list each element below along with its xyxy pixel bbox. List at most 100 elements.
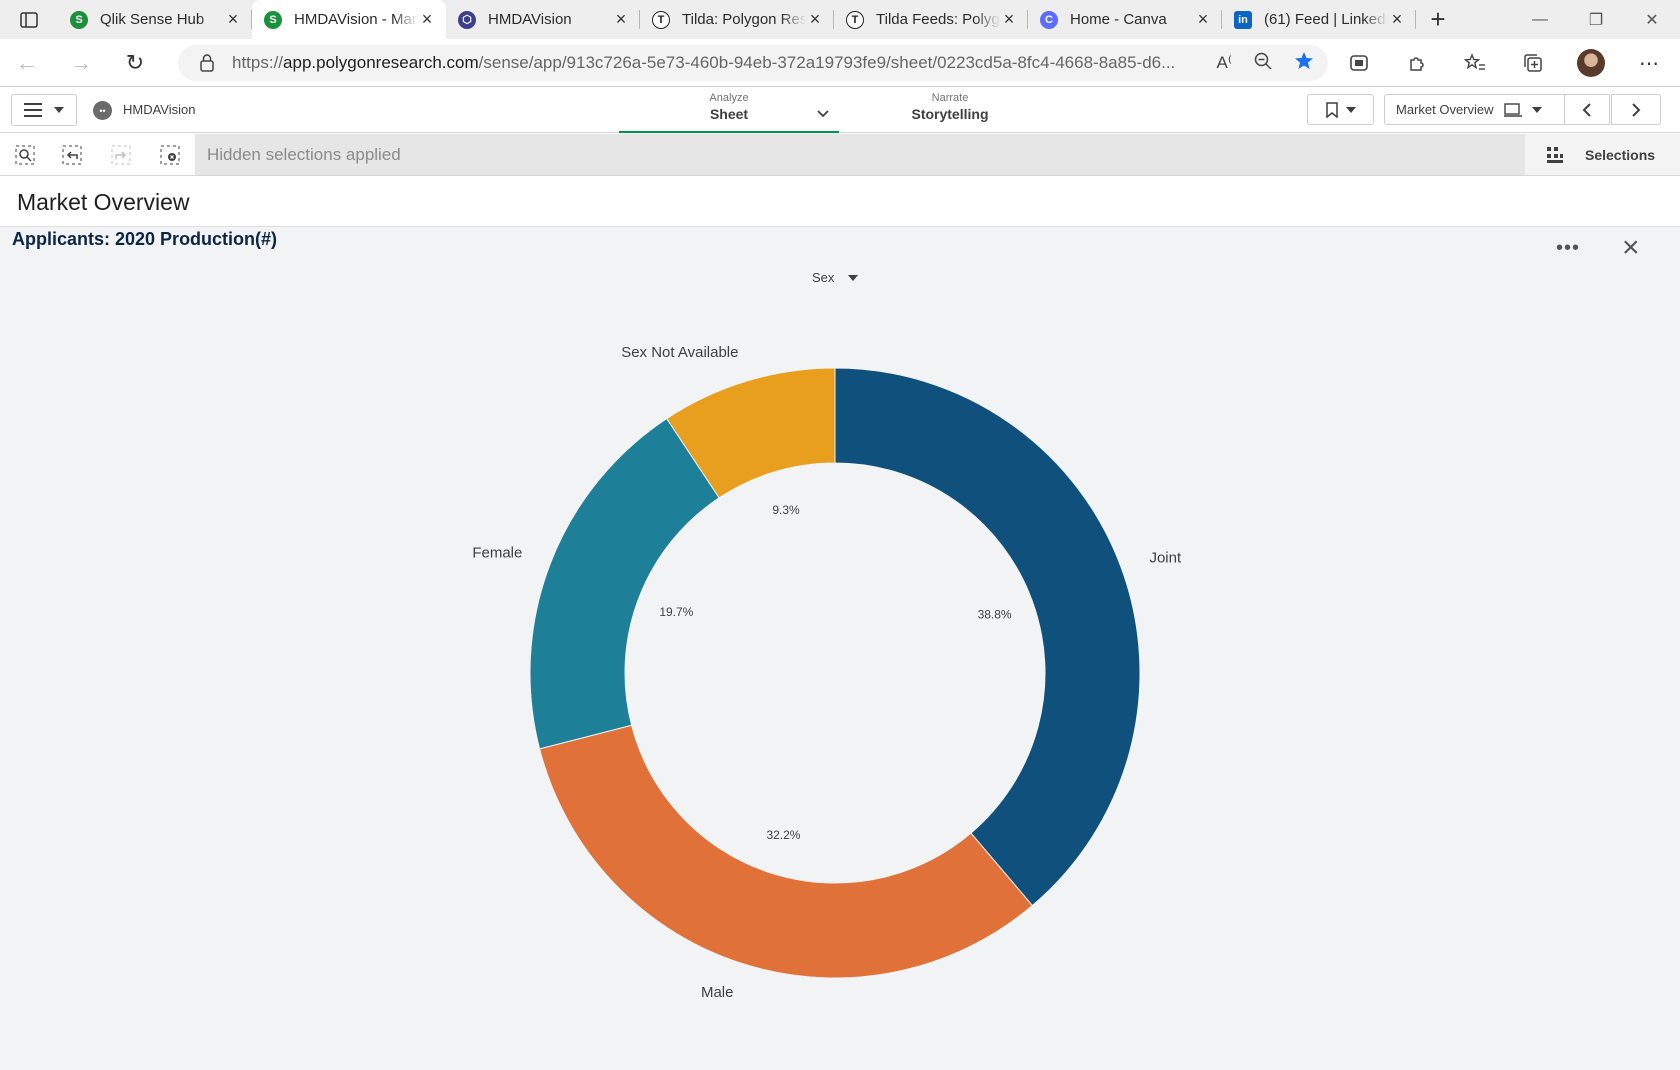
chevron-left-icon [1582, 102, 1591, 117]
sheet-title-bar: Market Overview [0, 177, 1680, 227]
clear-all-selections-icon[interactable] [159, 144, 181, 166]
step-back-icon[interactable] [61, 144, 83, 166]
donut-slice-male[interactable] [538, 724, 1034, 979]
qlik-icon: S [264, 10, 282, 29]
tab-close-icon[interactable]: × [809, 9, 821, 29]
caret-down-icon [1531, 106, 1542, 113]
donut-chart[interactable]: Joint 38.8% Male 32.2% Female 19.7% Sex Not Av… [0, 227, 1680, 1070]
browser-tab[interactable]: S HMDAVision - Market Overview× [252, 0, 446, 39]
selections-label: Selections [1585, 146, 1656, 163]
selections-bar: Hidden selections applied Selections [0, 134, 1680, 176]
chart-panel: Joint 38.8% Male 32.2% Female 19.7% Sex Not Av… [0, 227, 1680, 1070]
tab-actions-icon[interactable] [0, 0, 58, 39]
donut-slice-female[interactable] [529, 417, 720, 750]
collections-icon[interactable] [1504, 39, 1562, 87]
tab-title: HMDAVision [488, 11, 572, 28]
tab-title: Tilda Feeds: Polygon [876, 11, 1000, 28]
caret-down-icon [54, 107, 64, 113]
app-name[interactable]: HMDAVision [123, 102, 196, 117]
tilda-icon: T [846, 10, 864, 29]
tab-close-icon[interactable]: × [1197, 9, 1209, 29]
browser-tab[interactable]: C Home - Canva × [1028, 0, 1222, 39]
canva-icon: C [1040, 10, 1058, 29]
chevron-down-icon[interactable] [817, 110, 829, 118]
storytelling-label: Storytelling [911, 106, 989, 122]
window-close-icon[interactable]: ✕ [1645, 11, 1659, 29]
slice-value-label: 9.3% [772, 503, 800, 517]
sheet-title: Market Overview [17, 189, 190, 215]
slice-label: Male [701, 984, 734, 1001]
extensions-icon[interactable] [1388, 39, 1446, 87]
slice-label: Joint [1149, 550, 1182, 567]
tab-title: Tilda: Polygon Research [682, 11, 806, 28]
bookmarks-button[interactable] [1307, 94, 1374, 125]
selections-tool-button[interactable]: Selections [1525, 134, 1680, 175]
close-fullscreen-icon[interactable]: × [1622, 231, 1640, 264]
read-aloud-icon[interactable]: A⁽ [1216, 53, 1232, 72]
qlik-icon: S [70, 10, 88, 29]
analyze-sheet-tab[interactable]: Analyze Sheet [619, 92, 839, 133]
navigation-menu-button[interactable] [11, 94, 77, 126]
browser-toolbar: ← → ↻ https://app.polygonresearch.com/se… [0, 39, 1680, 87]
app-logo-icon: •• [93, 101, 112, 120]
tilda-icon: T [652, 10, 670, 29]
browser-tab[interactable]: in (61) Feed | LinkedIn × [1222, 0, 1416, 39]
more-options-icon[interactable]: ⋯ [1639, 52, 1659, 75]
slice-value-label: 19.7% [659, 605, 693, 619]
bookmark-icon [1325, 101, 1338, 118]
minimize-icon[interactable]: — [1532, 10, 1548, 28]
step-forward-icon[interactable] [110, 144, 132, 166]
tab-close-icon[interactable]: × [227, 9, 239, 29]
linkedin-icon: in [1234, 10, 1252, 29]
analyze-label: Analyze [709, 92, 749, 104]
slice-value-label: 38.8% [978, 607, 1012, 621]
tab-close-icon[interactable]: × [1391, 9, 1403, 29]
new-tab-button[interactable]: + [1430, 4, 1446, 34]
browser-tab-strip: S Qlik Sense Hub × S HMDAVision - Market Ove… [0, 0, 1680, 39]
collections-extension-icon[interactable] [1330, 39, 1388, 87]
dimension-selector[interactable]: Sex [812, 270, 859, 285]
favorite-star-icon[interactable] [1294, 51, 1314, 76]
selections-grid-icon [1525, 146, 1585, 164]
address-bar[interactable]: https://app.polygonresearch.com/sense/ap… [178, 45, 1328, 81]
slice-value-label: 32.2% [766, 828, 800, 842]
hamburger-icon [24, 103, 42, 117]
previous-sheet-button[interactable] [1564, 94, 1610, 125]
lock-icon[interactable] [192, 54, 222, 72]
tab-close-icon[interactable]: × [421, 9, 433, 29]
browser-tab[interactable]: T Tilda Feeds: Polygon× [834, 0, 1028, 39]
chevron-right-icon [1632, 102, 1641, 117]
sheet-selector-button[interactable]: Market Overview [1384, 94, 1565, 125]
zoom-out-icon[interactable] [1254, 52, 1272, 75]
tab-title: Qlik Sense Hub [100, 11, 205, 28]
smart-search-icon[interactable] [14, 144, 36, 166]
tab-close-icon[interactable]: × [1003, 9, 1015, 29]
slice-label: Sex Not Available [621, 344, 738, 361]
tab-title: (61) Feed | LinkedIn [1264, 11, 1388, 28]
more-options-icon[interactable]: ••• [1556, 237, 1581, 259]
browser-tab[interactable]: ⬡ HMDAVision × [446, 0, 640, 39]
sheet-selector-label: Market Overview [1396, 102, 1494, 117]
next-sheet-button[interactable] [1611, 94, 1661, 125]
slice-label: Female [472, 545, 522, 562]
tab-title: HMDAVision - Market Overview [294, 11, 418, 28]
caret-down-icon [1345, 106, 1356, 113]
browser-tab[interactable]: T Tilda: Polygon Research× [640, 0, 834, 39]
window-controls: — ❐ ✕ [1512, 0, 1680, 39]
back-button[interactable]: ← [16, 49, 38, 75]
restore-icon[interactable]: ❐ [1588, 11, 1604, 29]
browser-tab[interactable]: S Qlik Sense Hub × [58, 0, 252, 39]
refresh-button[interactable]: ↻ [125, 49, 145, 75]
sheet-layout-icon [1503, 102, 1522, 117]
sheet-label: Sheet [709, 106, 749, 122]
hidden-selections-text: Hidden selections applied [207, 145, 401, 164]
hexagon-icon: ⬡ [458, 10, 476, 29]
favorites-icon[interactable] [1446, 39, 1504, 87]
forward-button[interactable]: → [70, 49, 92, 75]
tab-close-icon[interactable]: × [615, 9, 627, 29]
profile-avatar[interactable] [1562, 39, 1620, 87]
chart-title: Applicants: 2020 Production(#) [12, 229, 278, 249]
narrate-storytelling-tab[interactable]: Narrate Storytelling [840, 92, 1060, 133]
donut-slice-joint[interactable] [834, 367, 1141, 907]
donut-slice-sex-not-available[interactable] [666, 367, 836, 499]
